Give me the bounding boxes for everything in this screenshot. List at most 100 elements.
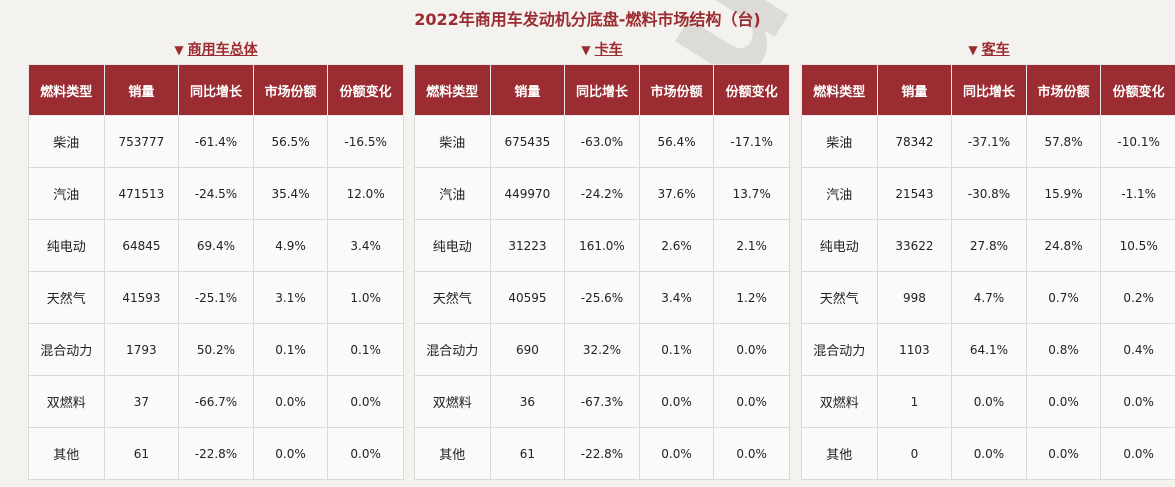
cell-sales: 998 (876, 271, 953, 324)
cell-share-change: 0.0% (713, 375, 790, 428)
page-title: 2022年商用车发动机分底盘-燃料市场结构（台) (414, 10, 761, 29)
cell-share-change: 2.1% (713, 219, 790, 272)
cell-yoy: 4.7% (951, 271, 1027, 324)
header-fuel-type: 燃料类型 (414, 64, 491, 116)
table-body: 柴油 675435 -63.0% 56.4% -17.1% 汽油 449970 -24.2% 3… (414, 115, 790, 480)
table-row: 纯电动 64845 69.4% 4.9% 3.4% (28, 219, 404, 272)
cell-fuel-type: 纯电动 (28, 219, 105, 272)
table-row: 天然气 41593 -25.1% 3.1% 1.0% (28, 271, 404, 324)
cell-share: 57.8% (1025, 115, 1102, 168)
cell-share: 56.5% (252, 115, 329, 168)
cell-sales: 690 (489, 323, 566, 376)
cell-yoy: -30.8% (951, 167, 1027, 220)
cell-yoy: -22.8% (564, 427, 640, 480)
panel-title-label: 客车 (981, 42, 1010, 58)
panel-bus: ▼ 客车 燃料类型 销量 同比增长 市场份额 份额变化 柴油 78342 -37.1% 57.8… (801, 40, 1175, 480)
cell-sales: 40595 (489, 271, 566, 324)
cell-fuel-type: 混合动力 (801, 323, 878, 376)
fuel-table: 燃料类型 销量 同比增长 市场份额 份额变化 柴油 78342 -37.1% 57.8% -10… (801, 64, 1175, 480)
cell-share-change: -10.1% (1100, 115, 1175, 168)
cell-yoy: 161.0% (564, 219, 640, 272)
cell-share-change: 0.0% (327, 375, 404, 428)
cell-fuel-type: 天然气 (414, 271, 491, 324)
table-row: 混合动力 1103 64.1% 0.8% 0.4% (801, 323, 1175, 376)
table-row: 汽油 21543 -30.8% 15.9% -1.1% (801, 167, 1175, 220)
cell-share: 0.0% (252, 375, 329, 428)
cell-sales: 1793 (103, 323, 180, 376)
cell-share: 15.9% (1025, 167, 1102, 220)
cell-yoy: -24.5% (178, 167, 254, 220)
cell-sales: 0 (876, 427, 953, 480)
cell-sales: 61 (103, 427, 180, 480)
table-header: 燃料类型 销量 同比增长 市场份额 份额变化 (28, 64, 404, 116)
table-row: 混合动力 690 32.2% 0.1% 0.0% (414, 323, 790, 376)
cell-share: 0.0% (1025, 427, 1102, 480)
cell-yoy: -63.0% (564, 115, 640, 168)
cell-fuel-type: 纯电动 (414, 219, 491, 272)
header-sales: 销量 (489, 64, 566, 116)
table-row: 混合动力 1793 50.2% 0.1% 0.1% (28, 323, 404, 376)
cell-share: 24.8% (1025, 219, 1102, 272)
cell-sales: 31223 (489, 219, 566, 272)
cell-share-change: 1.0% (327, 271, 404, 324)
fuel-table: 燃料类型 销量 同比增长 市场份额 份额变化 柴油 753777 -61.4% 56.5% -1… (28, 64, 404, 480)
table-row: 汽油 449970 -24.2% 37.6% 13.7% (414, 167, 790, 220)
cell-sales: 37 (103, 375, 180, 428)
table-row: 其他 61 -22.8% 0.0% 0.0% (414, 427, 790, 480)
cell-yoy: 0.0% (951, 427, 1027, 480)
header-yoy: 同比增长 (178, 64, 254, 116)
cell-share-change: -16.5% (327, 115, 404, 168)
cell-share: 56.4% (638, 115, 715, 168)
header-sales: 销量 (103, 64, 180, 116)
cell-share-change: -17.1% (713, 115, 790, 168)
cell-sales: 1 (876, 375, 953, 428)
cell-share-change: 0.4% (1100, 323, 1175, 376)
panel-commercial-total: ▼ 商用车总体 燃料类型 销量 同比增长 市场份额 份额变化 柴油 753777 -61.4%… (28, 40, 404, 480)
cell-share: 37.6% (638, 167, 715, 220)
cell-share-change: 0.0% (713, 323, 790, 376)
cell-yoy: -37.1% (951, 115, 1027, 168)
cell-fuel-type: 汽油 (28, 167, 105, 220)
cell-fuel-type: 其他 (801, 427, 878, 480)
cell-share: 3.4% (638, 271, 715, 324)
cell-share: 35.4% (252, 167, 329, 220)
cell-yoy: 32.2% (564, 323, 640, 376)
cell-share: 0.0% (638, 375, 715, 428)
cell-fuel-type: 其他 (414, 427, 491, 480)
cell-share: 0.8% (1025, 323, 1102, 376)
cell-fuel-type: 天然气 (28, 271, 105, 324)
cell-yoy: 64.1% (951, 323, 1027, 376)
cell-share: 2.6% (638, 219, 715, 272)
panel-title: ▼ 商用车总体 (28, 40, 404, 64)
cell-share: 4.9% (252, 219, 329, 272)
cell-yoy: -66.7% (178, 375, 254, 428)
cell-sales: 64845 (103, 219, 180, 272)
cell-fuel-type: 纯电动 (801, 219, 878, 272)
cell-share: 0.0% (252, 427, 329, 480)
table-row: 双燃料 36 -67.3% 0.0% 0.0% (414, 375, 790, 428)
cell-share: 0.7% (1025, 271, 1102, 324)
cell-sales: 78342 (876, 115, 953, 168)
cell-sales: 33622 (876, 219, 953, 272)
header-share-change: 份额变化 (327, 64, 404, 116)
panel-title: ▼ 客车 (801, 40, 1175, 64)
cell-yoy: -24.2% (564, 167, 640, 220)
header-fuel-type: 燃料类型 (801, 64, 878, 116)
cell-share-change: 0.0% (327, 427, 404, 480)
table-row: 双燃料 37 -66.7% 0.0% 0.0% (28, 375, 404, 428)
table-row: 双燃料 1 0.0% 0.0% 0.0% (801, 375, 1175, 428)
table-row: 天然气 998 4.7% 0.7% 0.2% (801, 271, 1175, 324)
cell-share-change: 3.4% (327, 219, 404, 272)
cell-yoy: 50.2% (178, 323, 254, 376)
cell-share-change: 0.0% (713, 427, 790, 480)
header-yoy: 同比增长 (951, 64, 1027, 116)
cell-share: 0.1% (252, 323, 329, 376)
panel-truck: ▼ 卡车 燃料类型 销量 同比增长 市场份额 份额变化 柴油 675435 -63.0% 56.… (414, 40, 790, 480)
header-sales: 销量 (876, 64, 953, 116)
header-fuel-type: 燃料类型 (28, 64, 105, 116)
header-share: 市场份额 (1025, 64, 1102, 116)
table-row: 柴油 78342 -37.1% 57.8% -10.1% (801, 115, 1175, 168)
cell-yoy: -67.3% (564, 375, 640, 428)
cell-yoy: -25.6% (564, 271, 640, 324)
table-body: 柴油 78342 -37.1% 57.8% -10.1% 汽油 21543 -30.8% 15.… (801, 115, 1175, 480)
